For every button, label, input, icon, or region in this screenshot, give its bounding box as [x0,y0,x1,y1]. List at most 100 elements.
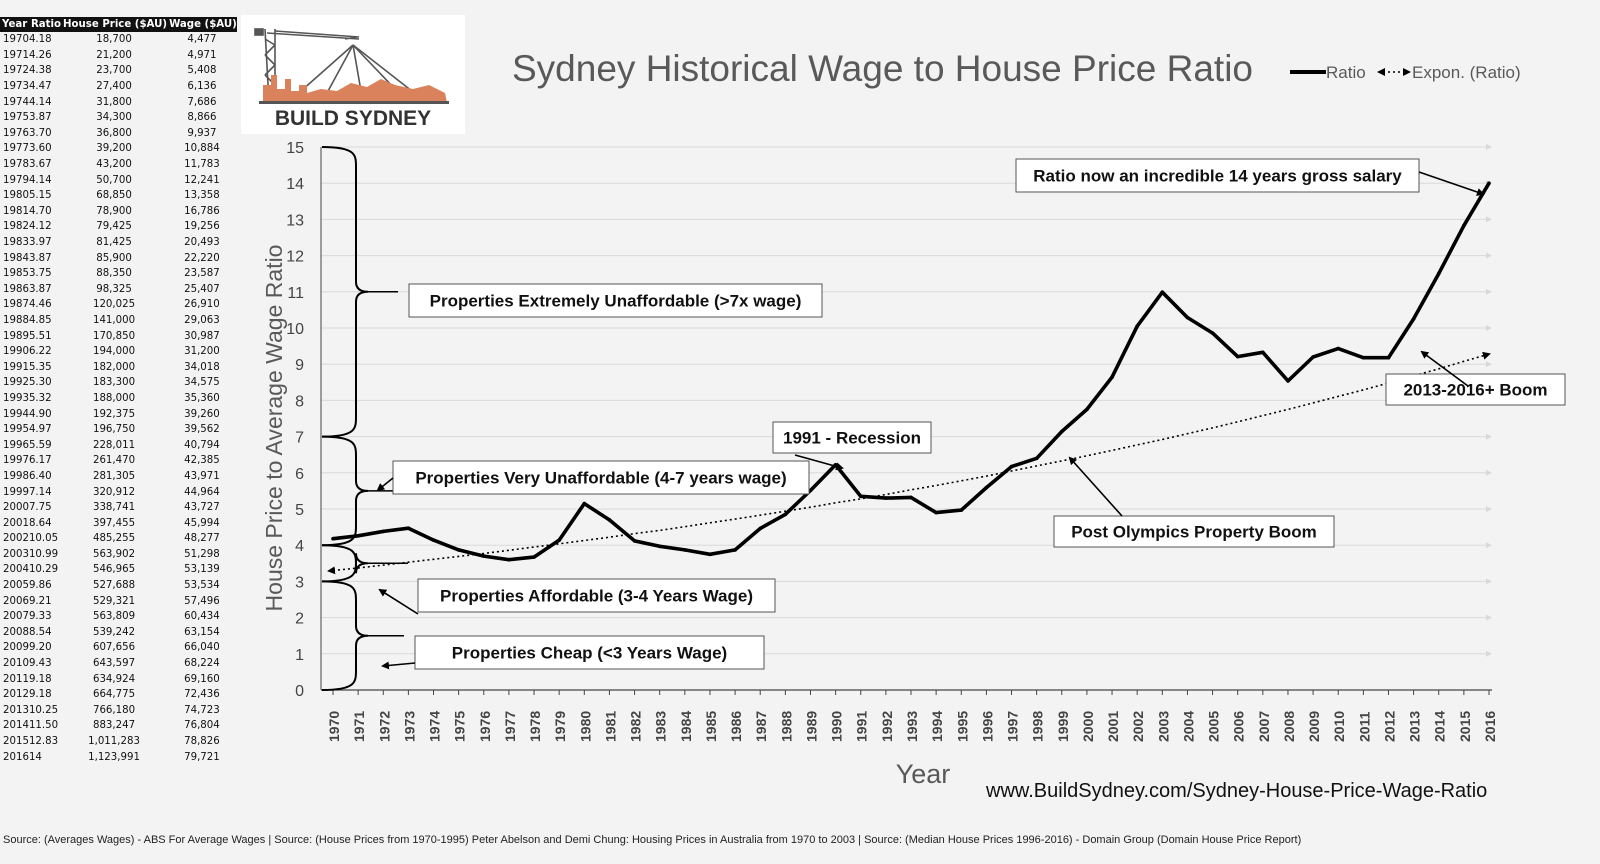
x-tick-label: 1985 [703,711,719,742]
gridline-arrow [1486,325,1492,331]
table-cell: 1971 [3,49,29,61]
table-row: 1982 4.12 79,425 19,256 [0,219,237,235]
table-row: 1985 3.75 88,350 23,587 [0,266,237,282]
table-cell: 8.54 [28,626,52,638]
table-cell: 9.21 [28,595,52,607]
data-point [431,538,436,542]
table-row: 1998 6.40 281,305 43,971 [0,469,237,485]
table-cell: 20,493 [184,237,220,249]
y-tick-label: 10 [286,321,304,338]
table-cell: 5.59 [28,439,52,451]
table-cell: 85,900 [96,252,132,264]
table-cell: 18,700 [96,34,132,46]
table-cell: 766,180 [92,704,136,716]
gridline-arrow [1486,542,1492,549]
table-cell: 4.12 [28,221,52,233]
table-row: 1990 6.22 194,000 31,200 [0,344,237,360]
table-row: 2003 10.99 563,902 51,298 [0,547,237,563]
table-cell: 1972 [3,65,29,77]
data-point [482,554,486,558]
table-cell: 8,866 [187,112,217,124]
data-point [1135,324,1139,329]
data-point [1085,407,1089,412]
table-row: 1996 5.59 228,011 40,794 [0,437,237,453]
x-tick-label: 1971 [351,711,367,742]
table-row: 2010 9.43 643,597 68,224 [0,656,237,672]
table-row: 1972 4.38 23,700 5,408 [0,63,237,79]
y-tick-label: 7 [295,430,304,447]
table-cell: 50,700 [96,174,132,186]
table-cell: 4.38 [28,65,52,77]
x-tick-label: 2003 [1155,711,1171,742]
data-point [657,544,662,549]
table-header-row: Year Ratio House Price ($AU) Wage ($AU) [0,17,237,32]
x-tick-label: 2012 [1381,711,1397,742]
table-cell: 68,850 [96,190,132,202]
table-cell: 1998 [3,470,29,482]
table-row: 1987 4.46 120,025 26,910 [0,297,237,313]
annotation-box [1053,515,1335,548]
x-tick-label: 1979 [552,711,568,742]
data-point [1386,355,1391,360]
table-cell: 183,300 [92,377,136,389]
table-cell: 1,123,991 [88,751,140,763]
table-cell: 43,727 [184,502,220,514]
table-cell: 14 [28,751,42,763]
table-cell: 1993 [3,392,29,404]
table-row: 2013 10.25 766,180 74,723 [0,703,237,719]
data-point [733,548,737,552]
table-cell: 397,455 [92,517,136,529]
data-point [1286,379,1290,383]
x-tick-label: 2001 [1105,711,1121,742]
table-cell: 1985 [3,268,29,280]
table-cell: 43,200 [96,159,132,171]
data-point [1034,456,1039,461]
table-row: 1981 4.70 78,900 16,786 [0,204,237,220]
table-cell: 1982 [3,221,29,233]
table-cell: 39,260 [184,408,220,420]
table-cell: 1994 [3,408,29,420]
table-row: 1978 3.67 43,200 11,783 [0,157,237,173]
data-point [607,518,612,522]
annotation-arrow [1418,171,1485,196]
table-row: 1997 6.17 261,470 42,385 [0,453,237,469]
data-point [1361,355,1366,360]
table-row: 1995 4.97 196,750 39,562 [0,422,237,438]
table-cell: 30,987 [184,330,220,342]
y-tick-label: 13 [286,212,304,229]
table-cell: 485,255 [92,533,136,545]
ratio-series-line [332,182,1491,562]
table-row: 2001 8.64 397,455 45,994 [0,515,237,531]
table-cell: 63,154 [184,626,220,638]
data-point [1235,354,1240,359]
table-cell: 7.14 [28,486,52,498]
table-cell: 2015 [3,736,29,748]
table-cell: 3.87 [28,112,52,124]
x-tick-label: 1976 [477,711,493,742]
table-cell: 5.35 [28,361,52,373]
table-cell: 16,786 [184,205,220,217]
annotation-box [408,283,823,318]
annotation-label: 2013-2016+ Boom [1403,381,1547,400]
data-point [1261,350,1265,355]
data-point [1160,290,1165,295]
data-point [1336,346,1340,351]
table-cell: 2006 [3,595,29,607]
table-cell: 1970 [3,34,29,46]
x-tick-label: 2005 [1206,711,1222,742]
table-cell: 5.51 [28,330,52,342]
table-cell: 22,220 [184,252,220,264]
table-cell: 2016 [3,751,29,763]
table-row: 1999 7.14 320,912 44,964 [0,484,237,500]
annotation-label: Properties Affordable (3-4 Years Wage) [440,587,753,606]
annotation-box [772,421,932,454]
data-point [1185,315,1190,320]
table-row: 1970 4.18 18,700 4,477 [0,32,237,48]
annotation-label: Ratio now an incredible 14 years gross s… [1033,167,1402,186]
logo-text: BUILD SYDNEY [275,107,431,130]
x-tick-label: 1980 [577,711,593,742]
table-row: 1977 3.60 39,200 10,884 [0,141,237,157]
x-tick-label: 2011 [1356,711,1372,742]
x-tick-label: 1975 [452,711,468,742]
y-tick-label: 12 [286,249,304,266]
